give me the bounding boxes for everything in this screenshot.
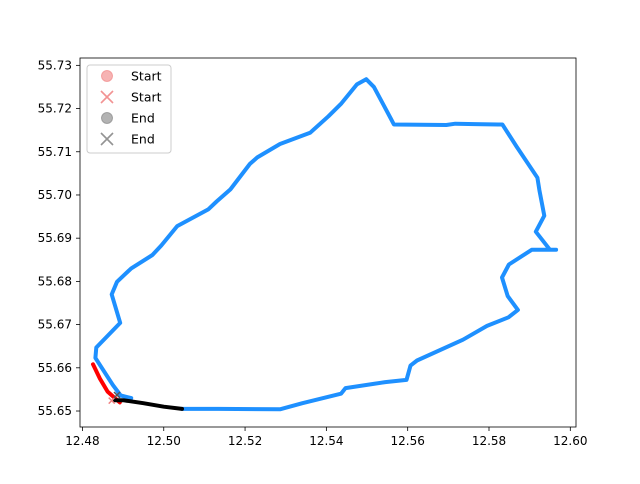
series-line-2 — [113, 398, 184, 411]
plot-frame — [79, 57, 577, 428]
x-tick-label: 12.60 — [553, 434, 587, 448]
x-tick-label: 12.58 — [472, 434, 506, 448]
x-tick-label: 12.52 — [228, 434, 262, 448]
legend-label: Start — [131, 69, 162, 84]
y-tick-label: 55.68 — [38, 274, 72, 288]
x-tick-label: 12.54 — [309, 434, 343, 448]
legend-circle-marker — [101, 70, 113, 82]
legend-x-marker — [100, 132, 114, 146]
y-tick-label: 55.72 — [38, 102, 72, 116]
legend-x-marker — [100, 90, 114, 104]
x-tick-label: 12.50 — [147, 434, 181, 448]
y-tick-label: 55.66 — [38, 361, 72, 375]
start-x-marker — [108, 397, 116, 405]
legend-box — [86, 64, 172, 154]
y-tick-label: 55.73 — [38, 58, 72, 72]
x-tick-label: 12.56 — [391, 434, 425, 448]
y-tick-label: 55.71 — [38, 145, 72, 159]
axes-layer: 12.48 12.50 12.52 12.54 12.56 12.58 12.60 55.65… — [38, 57, 587, 448]
legend-circle-marker — [101, 112, 113, 124]
end-x-marker — [113, 391, 121, 399]
series-line-0 — [93, 77, 559, 412]
y-tick-label: 55.67 — [38, 318, 72, 332]
legend: Start Start End End — [86, 64, 172, 154]
y-tick-label: 55.65 — [38, 404, 72, 418]
series-layer — [91, 77, 559, 412]
y-tick-label: 55.70 — [38, 188, 72, 202]
legend-label: End — [131, 111, 155, 126]
legend-label: End — [131, 132, 155, 147]
y-tick-label: 55.69 — [38, 231, 72, 245]
legend-label: Start — [131, 90, 162, 105]
x-tick-label: 12.48 — [65, 434, 99, 448]
